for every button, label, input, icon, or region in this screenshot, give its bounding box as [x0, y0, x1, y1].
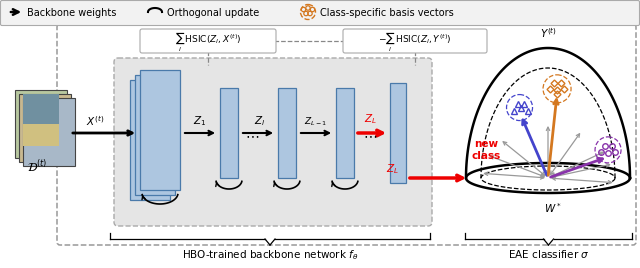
- FancyBboxPatch shape: [135, 75, 175, 195]
- FancyBboxPatch shape: [23, 124, 59, 146]
- FancyBboxPatch shape: [220, 88, 238, 178]
- Text: Orthogonal update: Orthogonal update: [167, 8, 259, 18]
- Text: Backbone weights: Backbone weights: [27, 8, 116, 18]
- Text: $X^{(t)}$: $X^{(t)}$: [86, 114, 104, 128]
- Text: $\sum_l\,\mathrm{HSIC}(Z_l, X^{(t)})$: $\sum_l\,\mathrm{HSIC}(Z_l, X^{(t)})$: [175, 30, 241, 54]
- FancyBboxPatch shape: [390, 83, 406, 183]
- Text: $Z_1$: $Z_1$: [193, 114, 207, 128]
- FancyBboxPatch shape: [1, 1, 639, 25]
- Text: $Z_{L-1}$: $Z_{L-1}$: [305, 116, 328, 128]
- Text: Class-specific basis vectors: Class-specific basis vectors: [320, 8, 454, 18]
- Text: EAE classifier $\sigma$: EAE classifier $\sigma$: [508, 248, 589, 260]
- Text: $\mathcal{D}^{(t)}$: $\mathcal{D}^{(t)}$: [27, 159, 47, 175]
- FancyBboxPatch shape: [19, 94, 71, 162]
- Text: $\cdots$: $\cdots$: [363, 128, 377, 142]
- Text: $W^*$: $W^*$: [544, 201, 562, 215]
- Text: $Z_L$: $Z_L$: [386, 162, 399, 176]
- Text: $Z_l$: $Z_l$: [254, 114, 266, 128]
- FancyBboxPatch shape: [336, 88, 354, 178]
- FancyBboxPatch shape: [15, 90, 67, 158]
- Text: $Y^{(t)}$: $Y^{(t)}$: [540, 26, 557, 40]
- FancyBboxPatch shape: [130, 80, 170, 200]
- Text: $\cdots$: $\cdots$: [245, 128, 259, 142]
- FancyBboxPatch shape: [343, 29, 487, 53]
- Text: new
class: new class: [472, 139, 500, 161]
- Text: HBO-trained backbone network $f_\theta$: HBO-trained backbone network $f_\theta$: [182, 248, 358, 262]
- Text: $Z_L$: $Z_L$: [364, 112, 376, 126]
- FancyBboxPatch shape: [23, 94, 59, 124]
- FancyBboxPatch shape: [140, 70, 180, 190]
- FancyBboxPatch shape: [114, 58, 432, 226]
- FancyBboxPatch shape: [278, 88, 296, 178]
- FancyBboxPatch shape: [140, 29, 276, 53]
- FancyBboxPatch shape: [23, 98, 75, 166]
- Text: $-\sum_l\,\mathrm{HSIC}(Z_l, Y^{(t)})$: $-\sum_l\,\mathrm{HSIC}(Z_l, Y^{(t)})$: [378, 30, 452, 54]
